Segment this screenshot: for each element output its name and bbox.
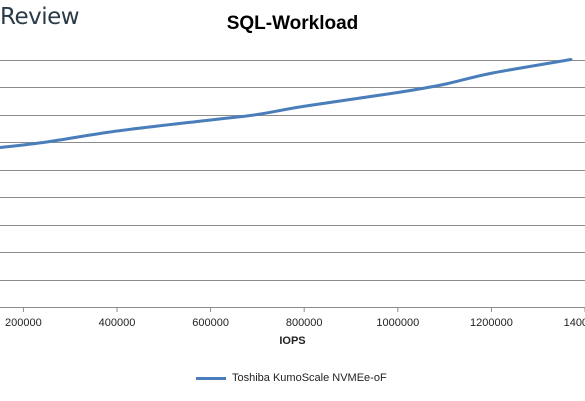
x-tick-label: 400000 [99,317,136,329]
x-tick-label: 600000 [192,317,229,329]
series-line [0,58,573,149]
x-axis-label: IOPS [279,335,306,347]
review-logo: Review [0,4,80,30]
chart-legend: Toshiba KumoScale NVMEe-oF [196,372,387,384]
x-tick-label: 200000 [5,317,42,329]
legend-swatch [196,376,226,380]
x-tick-label: 1000000 [376,317,419,329]
x-tick-label: 800000 [286,317,323,329]
x-tick-label: 1400000 [564,317,585,329]
legend-label: Toshiba KumoScale NVMEe-oF [232,372,387,384]
x-tick-label: 1200000 [470,317,513,329]
chart-title: SQL-Workload [226,13,359,34]
